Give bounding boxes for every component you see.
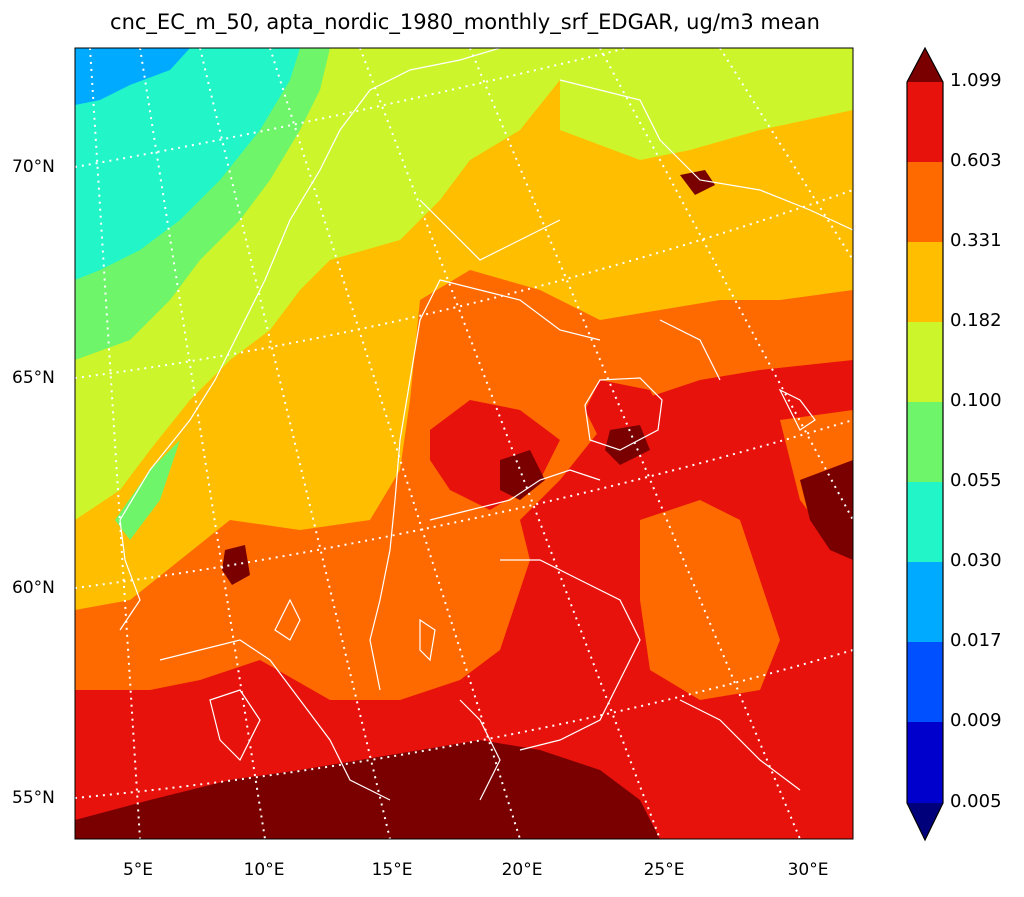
field-dark-red-north bbox=[680, 170, 715, 195]
lon-label-20: 20°E bbox=[501, 860, 543, 880]
colorbar-segment-4 bbox=[907, 322, 943, 403]
graticule bbox=[75, 48, 853, 839]
colorbar-segment-9 bbox=[907, 722, 943, 803]
colorbar-label-9: 0.009 bbox=[950, 710, 1002, 731]
colorbar-label-1: 1.099 bbox=[950, 70, 1002, 91]
colorbar bbox=[906, 46, 944, 842]
coastlines bbox=[119, 48, 853, 801]
field-cyan bbox=[75, 48, 300, 280]
lon-label-25: 25°E bbox=[643, 860, 685, 880]
colorbar-segment-2 bbox=[907, 162, 943, 243]
colorbar-label-3: 0.331 bbox=[950, 230, 1002, 251]
field-yellow-green-ne bbox=[560, 48, 853, 160]
colorbar-label-10: 0.005 bbox=[950, 791, 1002, 812]
colorbar-label-5: 0.100 bbox=[950, 390, 1002, 411]
colorbar-segment-8 bbox=[907, 642, 943, 723]
field-orange-inner bbox=[640, 500, 780, 700]
map-frame bbox=[74, 47, 854, 840]
lon-label-10: 10°E bbox=[243, 860, 285, 880]
lon-label-5: 5°E bbox=[122, 860, 154, 880]
colorbar-label-8: 0.017 bbox=[950, 630, 1002, 651]
colorbar-label-6: 0.055 bbox=[950, 470, 1002, 491]
field-light-blue bbox=[75, 48, 190, 105]
lat-label-70: 70°N bbox=[12, 157, 55, 177]
lon-label-30: 30°E bbox=[787, 860, 829, 880]
field-red bbox=[75, 360, 853, 839]
lat-label-60: 60°N bbox=[12, 578, 55, 598]
lon-label-15: 15°E bbox=[371, 860, 413, 880]
field-green-sw bbox=[115, 440, 180, 540]
colorbar-label-2: 0.603 bbox=[950, 150, 1002, 171]
colorbar-segment-5 bbox=[907, 402, 943, 483]
colorbar-segment-1 bbox=[907, 82, 943, 163]
colorbar-outline bbox=[906, 46, 944, 842]
field-dark-red-lake bbox=[605, 425, 650, 465]
colorbar-over-arrow bbox=[907, 48, 943, 82]
concentration-field bbox=[75, 48, 853, 839]
lat-label-65: 65°N bbox=[12, 368, 55, 388]
field-dark-red-east bbox=[800, 460, 853, 560]
colorbar-segment-7 bbox=[907, 562, 943, 643]
colorbar-segment-6 bbox=[907, 482, 943, 563]
colorbar-segment-3 bbox=[907, 242, 943, 323]
map-title: cnc_EC_m_50, apta_nordic_1980_monthly_sr… bbox=[110, 10, 820, 34]
field-red-lake bbox=[585, 380, 665, 450]
colorbar-under-arrow bbox=[907, 803, 943, 840]
field-dark-red bbox=[75, 740, 660, 839]
lat-label-55: 55°N bbox=[12, 788, 55, 808]
colorbar-label-7: 0.030 bbox=[950, 550, 1002, 571]
colorbar-label-4: 0.182 bbox=[950, 310, 1002, 331]
